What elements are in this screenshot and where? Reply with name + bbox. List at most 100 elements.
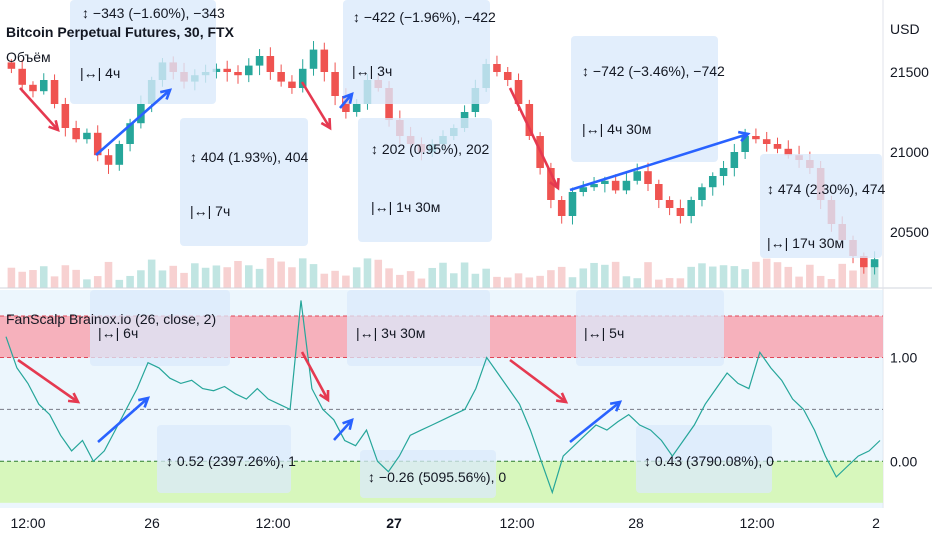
price-measure-duration: |↔| 7ч <box>190 203 230 219</box>
oscillator-measure-delta: ↕ 0.52 (2397.26%), 1 <box>166 453 296 469</box>
volume-bar <box>223 267 231 288</box>
candle-body <box>773 144 782 149</box>
oscillator-axis[interactable]: 1.00 0.00 <box>890 349 917 469</box>
candle-body <box>698 187 706 200</box>
price-measure-delta: ↕ 202 (0.95%), 202 <box>371 141 490 157</box>
candle-body <box>50 80 59 104</box>
candle-body <box>104 155 113 165</box>
candle-body <box>288 81 296 88</box>
time-tick-label: 12:00 <box>255 515 290 531</box>
trend-arrowhead <box>342 417 354 431</box>
price-measure-box <box>358 118 492 242</box>
volume-bar <box>50 276 59 288</box>
price-measure-box <box>760 154 882 258</box>
volume-bar <box>460 262 469 288</box>
volume-bar <box>288 267 296 288</box>
time-tick-label: 12:00 <box>499 515 534 531</box>
trend-arrowhead <box>318 389 330 403</box>
trend-arrow <box>509 358 567 404</box>
volume-bar <box>93 276 102 288</box>
candle-body <box>762 139 771 144</box>
volume-bar <box>331 270 339 288</box>
volume-bar <box>374 259 383 288</box>
candle-body <box>93 132 102 156</box>
candle-body <box>590 184 598 188</box>
candle-body <box>61 104 70 128</box>
currency-label: USD <box>890 21 920 37</box>
oscillator-measure-box <box>636 425 772 493</box>
trend-arrow <box>19 87 59 131</box>
candle-body <box>72 128 80 140</box>
candle-body <box>493 64 501 72</box>
candle-body <box>752 136 760 140</box>
oscillator-measure-box <box>360 450 496 498</box>
oscillator-measure-duration: |↔| 6ч <box>98 325 138 341</box>
oscillator-measure-duration: |↔| 5ч <box>584 325 624 341</box>
candle-body <box>622 180 631 191</box>
volume-bar <box>784 266 793 288</box>
symbol-title[interactable]: Bitcoin Perpetual Futures, 30, FTX <box>6 24 235 40</box>
volume-bar <box>234 260 242 288</box>
time-axis[interactable]: 12:00 26 12:00 27 12:00 28 12:00 2 <box>10 515 880 531</box>
oscillator-measure-box <box>90 290 230 366</box>
price-axis[interactable]: 21500 21000 20500 <box>890 64 929 240</box>
volume-bar <box>860 259 868 288</box>
volume-bar <box>417 278 426 288</box>
volume-bar <box>849 270 857 288</box>
candle-body <box>730 152 739 168</box>
trend-arrow <box>569 400 621 444</box>
price-tick-label: 21500 <box>890 64 929 80</box>
candle-body <box>568 192 577 216</box>
candle-body <box>212 68 221 72</box>
trend-arrow <box>97 397 149 443</box>
volume-bar <box>644 262 652 288</box>
volume-bar <box>730 266 739 288</box>
price-measure-box <box>343 0 490 104</box>
candle-body <box>342 96 350 112</box>
trend-arrowhead <box>159 88 173 100</box>
candle-body <box>29 84 37 92</box>
volume-bar <box>115 279 124 288</box>
volume-label[interactable]: Объём <box>6 49 51 65</box>
candle-body <box>266 56 275 72</box>
candle-body <box>655 184 663 200</box>
volume-bar <box>665 278 674 288</box>
trend-arrowhead <box>137 396 151 408</box>
time-tick-label: 27 <box>386 515 402 531</box>
volume-bar <box>557 266 566 288</box>
volume-bar <box>514 273 523 288</box>
price-measure-duration: |↔| 4ч 30м <box>582 121 651 137</box>
volume-bar <box>493 276 501 288</box>
volume-bars <box>7 258 879 288</box>
volume-bar <box>385 268 393 288</box>
candle-body <box>245 65 253 76</box>
volume-bar <box>741 269 749 288</box>
price-measure-duration: |↔| 17ч 30м <box>767 235 844 251</box>
volume-bar <box>180 272 188 288</box>
measure-labels: ↕ −343 (−1.60%), −343 |↔| 4ч ↕ 404 (1.93%)… <box>80 5 886 485</box>
price-measure-delta: ↕ −422 (−1.96%), −422 <box>353 9 496 25</box>
oscillator-tick-label: 0.00 <box>890 453 917 469</box>
price-measure-box <box>180 118 308 246</box>
volume-bar <box>795 276 803 288</box>
volume-bar <box>482 268 490 288</box>
volume-bar <box>633 278 641 288</box>
indicator-title[interactable]: FanScalp Brainox.io (26, close, 2) <box>6 311 216 327</box>
candle-body <box>7 62 16 69</box>
volume-bar <box>622 276 631 288</box>
volume-bar <box>352 267 361 288</box>
volume-bar <box>816 275 825 288</box>
candle-body <box>320 49 329 72</box>
candle-body <box>83 132 91 140</box>
price-tick-label: 21000 <box>890 144 929 160</box>
volume-bar <box>406 271 415 288</box>
volume-bar <box>450 273 458 288</box>
candle-body <box>719 168 728 176</box>
volume-bar <box>18 271 26 288</box>
price-measure-boxes <box>70 0 882 258</box>
volume-bar <box>245 265 253 288</box>
candle-body <box>126 123 134 144</box>
volume-bar <box>439 262 447 288</box>
time-tick-label: 26 <box>144 515 160 531</box>
volume-bar <box>579 268 588 288</box>
